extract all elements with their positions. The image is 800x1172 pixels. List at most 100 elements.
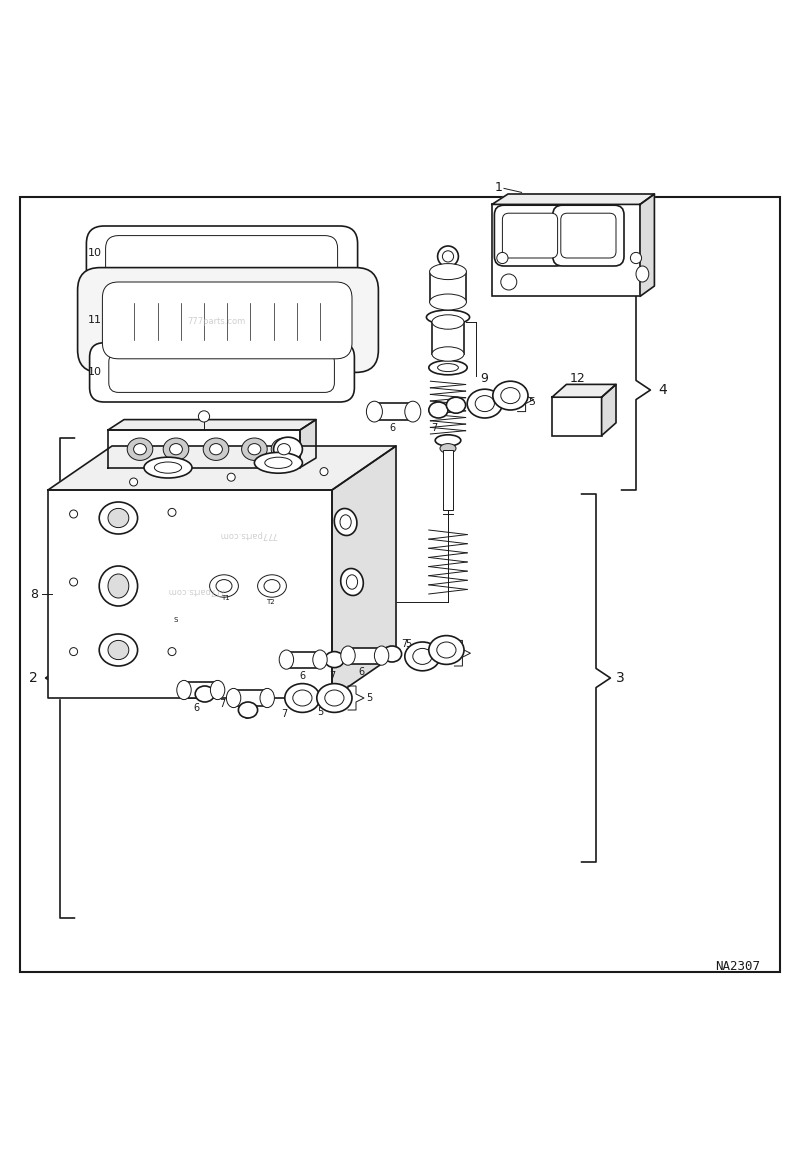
Ellipse shape xyxy=(265,457,292,469)
Ellipse shape xyxy=(163,438,189,461)
Ellipse shape xyxy=(216,580,232,592)
Text: 6: 6 xyxy=(299,670,306,681)
FancyBboxPatch shape xyxy=(553,205,624,266)
Ellipse shape xyxy=(475,396,494,411)
Polygon shape xyxy=(492,195,654,204)
Text: 2: 2 xyxy=(30,672,38,684)
Bar xyxy=(348,648,382,663)
Text: T1: T1 xyxy=(222,595,230,601)
Text: 6: 6 xyxy=(194,702,200,713)
Ellipse shape xyxy=(238,702,258,718)
Ellipse shape xyxy=(254,452,302,473)
Text: T2: T2 xyxy=(266,599,274,605)
Text: 11: 11 xyxy=(88,314,102,325)
Ellipse shape xyxy=(325,690,344,706)
Polygon shape xyxy=(48,447,396,490)
Ellipse shape xyxy=(293,690,312,706)
Circle shape xyxy=(442,251,454,263)
Ellipse shape xyxy=(285,683,320,713)
Ellipse shape xyxy=(430,264,466,280)
Ellipse shape xyxy=(134,443,146,455)
Ellipse shape xyxy=(446,397,466,414)
Text: 5: 5 xyxy=(366,693,373,703)
Ellipse shape xyxy=(429,361,467,375)
Bar xyxy=(492,204,640,297)
Bar xyxy=(432,322,464,354)
FancyBboxPatch shape xyxy=(109,353,334,393)
Ellipse shape xyxy=(99,502,138,534)
Polygon shape xyxy=(300,420,316,468)
Text: 7: 7 xyxy=(329,670,335,681)
Bar xyxy=(76,473,392,506)
Polygon shape xyxy=(108,420,316,430)
FancyBboxPatch shape xyxy=(102,282,352,359)
Ellipse shape xyxy=(374,646,389,666)
Circle shape xyxy=(168,648,176,655)
Circle shape xyxy=(438,246,458,267)
Ellipse shape xyxy=(144,457,192,478)
Polygon shape xyxy=(332,447,396,699)
Ellipse shape xyxy=(271,438,297,461)
Circle shape xyxy=(630,252,642,264)
Ellipse shape xyxy=(210,681,225,700)
Polygon shape xyxy=(640,195,654,297)
Text: 10: 10 xyxy=(88,367,102,377)
Ellipse shape xyxy=(260,688,274,708)
Text: 777parts.com: 777parts.com xyxy=(187,318,245,327)
Ellipse shape xyxy=(108,574,129,598)
Ellipse shape xyxy=(493,381,528,410)
Polygon shape xyxy=(48,490,332,699)
Ellipse shape xyxy=(210,443,222,455)
Ellipse shape xyxy=(279,650,294,669)
Ellipse shape xyxy=(435,435,461,447)
Ellipse shape xyxy=(151,484,177,496)
Ellipse shape xyxy=(170,443,182,455)
Text: S: S xyxy=(174,616,178,622)
Circle shape xyxy=(501,274,517,289)
Text: 1: 1 xyxy=(494,182,502,195)
Ellipse shape xyxy=(317,683,352,713)
Ellipse shape xyxy=(259,484,285,496)
Polygon shape xyxy=(602,384,616,436)
Ellipse shape xyxy=(274,437,302,462)
Ellipse shape xyxy=(430,294,466,311)
Text: 5: 5 xyxy=(317,708,323,717)
Ellipse shape xyxy=(264,580,280,592)
Ellipse shape xyxy=(432,315,464,329)
Circle shape xyxy=(130,478,138,486)
Text: 12: 12 xyxy=(570,372,586,384)
Text: 9: 9 xyxy=(480,372,488,384)
Circle shape xyxy=(497,252,508,264)
Ellipse shape xyxy=(154,462,182,473)
Ellipse shape xyxy=(346,574,358,590)
Circle shape xyxy=(375,485,385,495)
Text: 7: 7 xyxy=(219,700,226,709)
Ellipse shape xyxy=(432,347,464,361)
Text: 777parts.com: 777parts.com xyxy=(219,530,277,538)
Text: 6: 6 xyxy=(243,710,250,721)
Circle shape xyxy=(70,648,78,655)
Ellipse shape xyxy=(278,443,290,455)
Bar xyxy=(430,272,466,302)
Text: 5: 5 xyxy=(405,639,411,648)
Text: 8: 8 xyxy=(30,587,38,600)
Ellipse shape xyxy=(258,574,286,598)
Circle shape xyxy=(227,473,235,482)
Ellipse shape xyxy=(248,443,261,455)
Circle shape xyxy=(320,468,328,476)
Bar xyxy=(234,690,267,706)
Circle shape xyxy=(82,485,91,495)
Ellipse shape xyxy=(99,634,138,666)
Text: 10: 10 xyxy=(88,248,102,258)
Ellipse shape xyxy=(210,574,238,598)
Text: 5: 5 xyxy=(528,397,535,407)
Bar xyxy=(184,682,218,699)
Ellipse shape xyxy=(242,438,267,461)
Ellipse shape xyxy=(108,509,129,527)
FancyBboxPatch shape xyxy=(86,226,358,300)
Ellipse shape xyxy=(203,438,229,461)
Text: NA2307: NA2307 xyxy=(715,960,760,973)
Ellipse shape xyxy=(405,401,421,422)
Text: 6: 6 xyxy=(389,423,395,434)
Ellipse shape xyxy=(467,389,502,418)
